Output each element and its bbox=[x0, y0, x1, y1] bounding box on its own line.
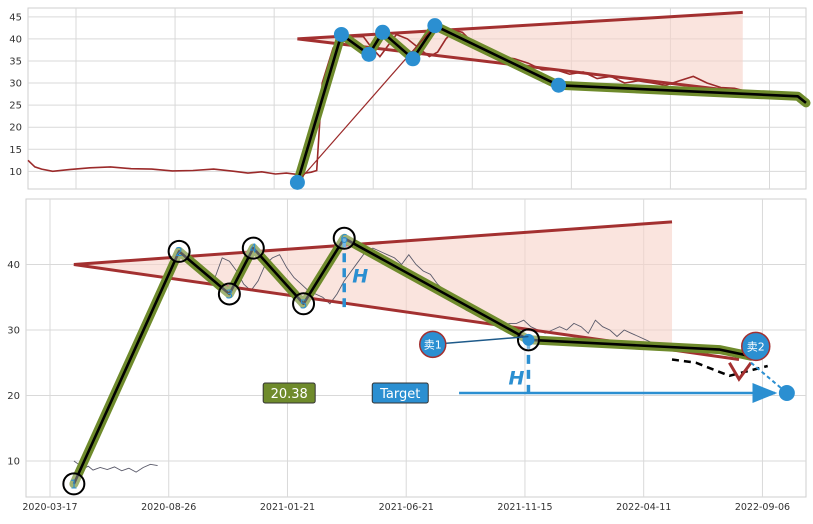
pivot-label: 4 bbox=[249, 242, 257, 256]
pivot-marker bbox=[375, 24, 391, 40]
pivot-dot bbox=[522, 333, 535, 346]
y-tick-label: 35 bbox=[9, 56, 22, 67]
zigzag-inner bbox=[72, 237, 752, 485]
sell2-badge bbox=[741, 331, 771, 362]
y-tick-label: 20 bbox=[7, 391, 20, 402]
y-tick-label: 30 bbox=[7, 325, 20, 336]
x-tick-label: 2020-08-26 bbox=[141, 502, 196, 513]
price-box-label: 20.38 bbox=[271, 387, 308, 402]
pivot-circle bbox=[167, 239, 191, 263]
daily-price-line bbox=[193, 247, 668, 347]
pivot-label: 6 bbox=[340, 232, 348, 246]
pivot-marker bbox=[333, 26, 349, 42]
y-tick-label: 25 bbox=[9, 101, 22, 112]
pivot-marker bbox=[405, 51, 421, 67]
pivot-circle bbox=[332, 226, 356, 250]
projection-dashed bbox=[671, 358, 769, 378]
target-box bbox=[371, 382, 429, 404]
y-tick-label: 30 bbox=[9, 79, 22, 90]
pivot-label: 3 bbox=[226, 287, 234, 301]
pivot-label: 1 bbox=[70, 477, 78, 491]
pivot-circle bbox=[241, 236, 265, 260]
projection-target-line bbox=[750, 361, 788, 394]
h-label: H bbox=[352, 266, 368, 288]
top-panel: 10 15 20 25 30 35 40 45 bbox=[9, 7, 811, 190]
pivot-marker bbox=[361, 46, 377, 62]
y-tick-label: 45 bbox=[9, 12, 22, 23]
x-tick-label: 2021-01-21 bbox=[260, 502, 315, 513]
pivot-label: 2 bbox=[175, 245, 183, 259]
pivot-circle bbox=[292, 292, 316, 316]
triangle-upper-edge bbox=[297, 10, 743, 41]
y-tick-label: 10 bbox=[7, 456, 20, 467]
pivot-circle bbox=[217, 282, 241, 306]
target-point bbox=[778, 384, 795, 401]
y-tick-label: 15 bbox=[9, 145, 22, 156]
sell1-badge bbox=[418, 330, 447, 359]
pivot-circle bbox=[62, 472, 86, 496]
sell1-connector bbox=[432, 335, 529, 346]
price-box bbox=[262, 382, 316, 404]
y-tick-label: 10 bbox=[9, 167, 22, 178]
pivot-marker bbox=[427, 18, 443, 34]
y-tick-label: 40 bbox=[9, 34, 22, 45]
x-tick-label: 2021-11-15 bbox=[497, 502, 552, 513]
target-box-label: Target bbox=[379, 387, 420, 402]
y-tick-label: 40 bbox=[7, 260, 20, 271]
x-tick-label: 2022-04-11 bbox=[616, 502, 671, 513]
h-label: H bbox=[508, 367, 524, 389]
x-tick-label: 2022-09-06 bbox=[735, 502, 790, 513]
sell1-label: 卖1 bbox=[424, 338, 442, 351]
sell2-label: 卖2 bbox=[747, 340, 765, 353]
pivot-label: 5 bbox=[300, 297, 308, 311]
price-line bbox=[27, 29, 749, 176]
projection-bend bbox=[728, 361, 753, 382]
y-tick-label: 20 bbox=[9, 123, 22, 134]
x-tick-label: 2021-06-21 bbox=[379, 502, 434, 513]
pivot-marker bbox=[551, 77, 567, 93]
bottom-panel: 10 20 30 40 2020-03-17 2020-08-26 2021-01-21 20… bbox=[7, 198, 807, 513]
pivot-marker bbox=[289, 174, 305, 190]
x-tick-label: 2020-03-17 bbox=[22, 502, 77, 513]
